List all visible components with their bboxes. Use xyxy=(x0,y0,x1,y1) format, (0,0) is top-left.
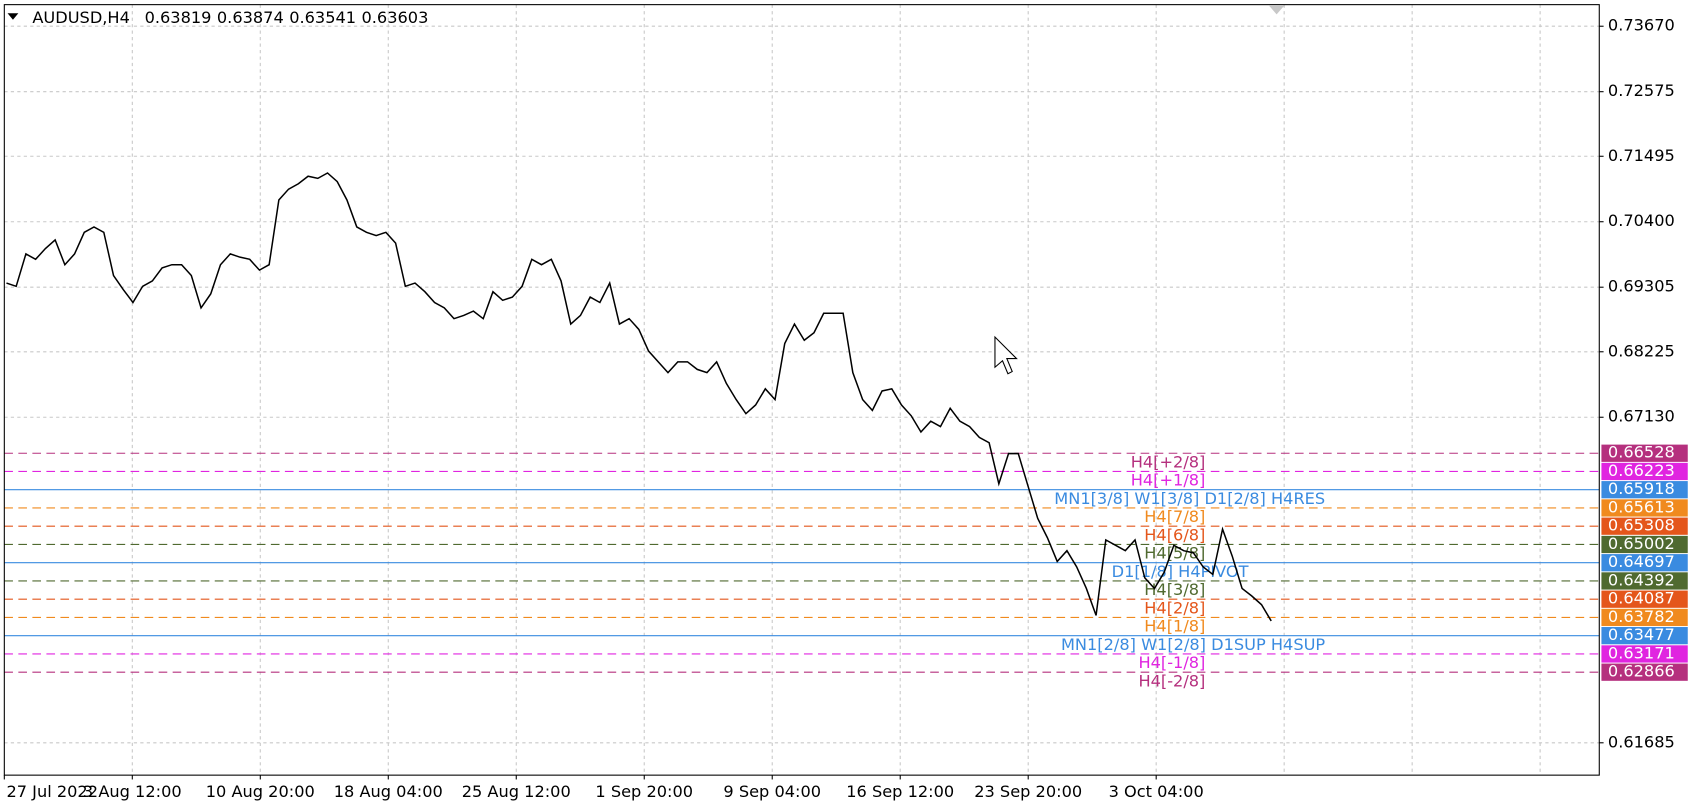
symbol: AUDUSD,H4 xyxy=(32,8,130,27)
price-tag xyxy=(1601,645,1688,663)
price-tag xyxy=(1601,627,1688,645)
y-tick-label: 0.73670 xyxy=(1608,16,1675,35)
level-label: H4[-1/8] xyxy=(1138,653,1205,672)
ohlc-high: 0.63874 xyxy=(217,8,284,27)
price-tag-label: 0.65002 xyxy=(1608,534,1675,553)
level-label: H4[+2/8] xyxy=(1131,452,1206,471)
price-tag-label: 0.64392 xyxy=(1608,570,1675,589)
plot-frame xyxy=(3,4,1600,776)
x-tick-label: 16 Sep 12:00 xyxy=(846,782,954,801)
level-label: H4[5/8] xyxy=(1144,544,1205,563)
header: AUDUSD,H4 0.63819 0.63874 0.63541 0.6360… xyxy=(32,8,428,27)
level-label: H4[2/8] xyxy=(1144,598,1205,617)
y-tick-label: 0.68225 xyxy=(1608,341,1675,360)
level-label: H4[-2/8] xyxy=(1138,671,1205,690)
ohlc-open: 0.63819 xyxy=(145,8,212,27)
price-tag-label: 0.65308 xyxy=(1608,516,1675,535)
menu-arrow[interactable] xyxy=(7,13,19,20)
price-tag xyxy=(1601,663,1688,681)
level-label: H4[6/8] xyxy=(1144,525,1205,544)
price-tag-label: 0.63171 xyxy=(1608,643,1675,662)
price-tag xyxy=(1601,499,1688,517)
price-tag xyxy=(1601,608,1688,627)
price-tag-label: 0.66528 xyxy=(1608,443,1675,462)
price-tag-label: 0.65613 xyxy=(1608,497,1675,516)
level-label: D1[1/8] H4PIVOT xyxy=(1112,562,1249,581)
x-tick-label: 3 Oct 04:00 xyxy=(1109,782,1204,801)
price-tag-label: 0.66223 xyxy=(1608,461,1675,480)
price-tag-label: 0.64087 xyxy=(1608,589,1675,608)
y-tick-label: 0.67130 xyxy=(1608,407,1675,426)
x-tick-label: 1 Sep 20:00 xyxy=(595,782,693,801)
x-tick-label: 27 Jul 2022 xyxy=(6,782,98,801)
price-tag xyxy=(1601,462,1688,481)
level-label: H4[3/8] xyxy=(1144,580,1205,599)
price-tag xyxy=(1601,444,1688,462)
x-tick-label: 18 Aug 04:00 xyxy=(334,782,443,801)
price-tag-label: 0.64697 xyxy=(1608,552,1675,571)
price-tag-label: 0.62866 xyxy=(1608,662,1675,681)
x-tick-label: 10 Aug 20:00 xyxy=(206,782,315,801)
price-line xyxy=(6,172,1272,622)
x-tick-label: 3 Aug 12:00 xyxy=(83,782,182,801)
price-tag-label: 0.63477 xyxy=(1608,625,1675,644)
price-tag xyxy=(1601,481,1688,499)
ohlc-close: 0.63603 xyxy=(362,8,429,27)
shift-marker[interactable] xyxy=(1269,5,1285,15)
grid xyxy=(4,4,1600,776)
x-tick-label: 9 Sep 04:00 xyxy=(723,782,821,801)
x-tick-label: 25 Aug 12:00 xyxy=(462,782,571,801)
price-tag xyxy=(1601,554,1688,572)
price-tag-label: 0.63782 xyxy=(1608,607,1675,626)
y-tick-label: 0.70400 xyxy=(1608,211,1675,230)
price-tag xyxy=(1601,572,1688,590)
level-label: H4[1/8] xyxy=(1144,617,1205,636)
level-label: MN1[2/8] W1[2/8] D1SUP H4SUP xyxy=(1061,635,1325,654)
price-tag xyxy=(1601,590,1688,608)
price-tag-label: 0.65918 xyxy=(1608,479,1675,498)
ohlc-low: 0.63541 xyxy=(289,8,356,27)
price-tag xyxy=(1601,517,1688,535)
level-label: MN1[3/8] W1[3/8] D1[2/8] H4RES xyxy=(1054,489,1325,508)
price-series xyxy=(6,172,1272,622)
level-label: H4[7/8] xyxy=(1144,507,1205,526)
price-tag xyxy=(1601,535,1688,554)
y-tick-label: 0.61685 xyxy=(1608,732,1675,751)
x-tick-label: 23 Sep 20:00 xyxy=(974,782,1082,801)
y-tick-label: 0.71495 xyxy=(1608,146,1675,165)
y-tick-label: 0.72575 xyxy=(1608,81,1675,100)
y-tick-label: 0.69305 xyxy=(1608,277,1675,296)
level-label: H4[+1/8] xyxy=(1131,471,1206,490)
mouse-cursor xyxy=(994,335,1018,375)
